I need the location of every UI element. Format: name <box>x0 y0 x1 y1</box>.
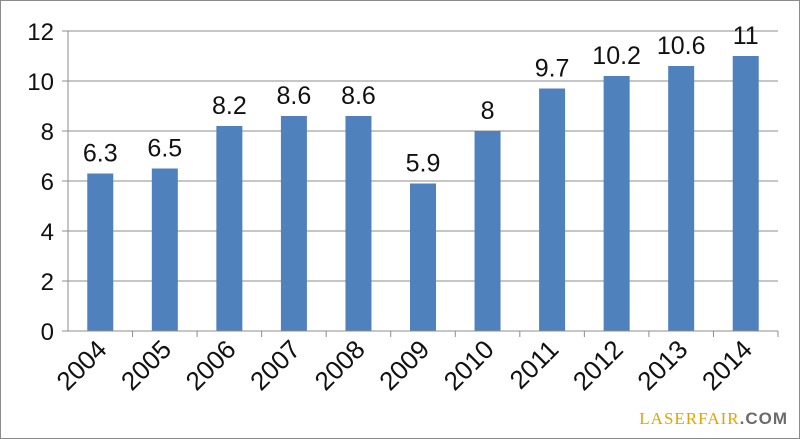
bar <box>603 76 630 331</box>
data-label: 8.2 <box>212 92 247 120</box>
gridlines <box>62 30 778 332</box>
y-tick-label: 10 <box>27 69 54 96</box>
y-tick-label: 12 <box>27 19 54 46</box>
bar <box>280 116 307 331</box>
x-tick-label: 2004 <box>50 334 112 396</box>
x-tick-label: 2006 <box>179 334 241 396</box>
y-tick-label: 2 <box>41 269 54 296</box>
watermark-domain: .COM <box>739 409 788 428</box>
axes <box>67 31 779 337</box>
bar <box>474 131 501 331</box>
data-label: 10.6 <box>657 32 706 60</box>
x-tick-label: 2007 <box>244 334 306 396</box>
bar <box>732 56 759 331</box>
x-tick-label: 2012 <box>567 334 629 396</box>
data-labels: 6.3 6.5 8.2 8.6 8.6 5.9 8 9.7 10.2 10.6 11 <box>83 22 759 178</box>
bar <box>151 168 178 331</box>
x-tick-label: 2014 <box>696 334 758 396</box>
bar <box>668 66 695 331</box>
bar <box>410 183 436 331</box>
y-tick-label: 0 <box>41 319 54 346</box>
bar <box>539 88 566 331</box>
data-label: 10.2 <box>592 42 641 70</box>
data-label: 9.7 <box>535 55 570 83</box>
data-label: 11 <box>733 22 759 50</box>
x-tick-labels: 2004 2005 2006 2007 2008 2009 2010 2011 2012 2013… <box>50 334 758 396</box>
data-label: 6.3 <box>83 140 118 168</box>
bar <box>345 116 372 331</box>
y-tick-labels: 0 2 4 6 8 10 12 <box>27 19 54 346</box>
data-label: 8.6 <box>341 82 376 110</box>
y-tick-label: 8 <box>41 119 54 146</box>
x-tick-label: 2009 <box>373 334 435 396</box>
bar <box>87 173 114 331</box>
bar <box>216 126 243 331</box>
y-tick-label: 6 <box>41 169 54 196</box>
data-label: 6.5 <box>147 135 182 163</box>
watermark: LASERFAIR.COM <box>639 409 788 429</box>
data-label: 8.6 <box>277 82 312 110</box>
data-label: 5.9 <box>406 150 441 178</box>
x-tick-label: 2010 <box>438 334 500 396</box>
watermark-brand: LASERFAIR <box>639 409 740 428</box>
bars <box>87 56 759 331</box>
x-tick-label: 2013 <box>631 334 693 396</box>
y-tick-label: 4 <box>41 219 54 246</box>
x-tick-label: 2011 <box>504 334 565 395</box>
x-tick-label: 2005 <box>115 334 177 396</box>
x-tick-label: 2008 <box>309 334 371 396</box>
data-label: 8 <box>481 97 495 125</box>
